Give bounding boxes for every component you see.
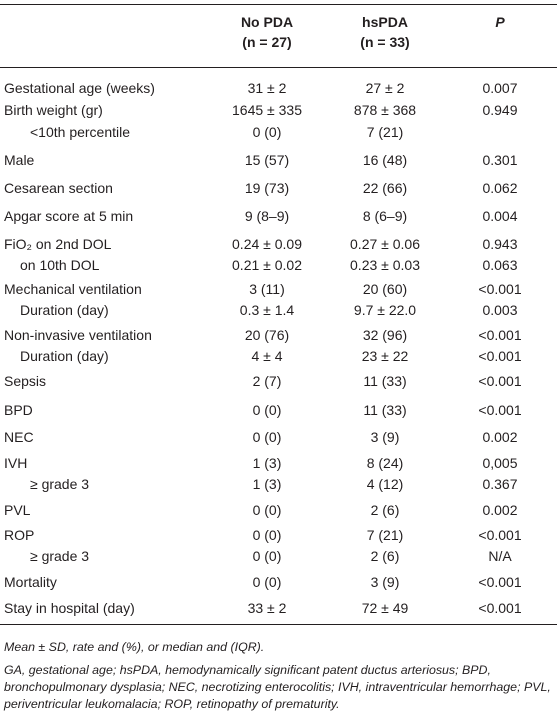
cell-value: 33 ± 2 bbox=[247, 600, 287, 616]
cell-value: 0.27 ± 0.06 bbox=[350, 236, 420, 252]
footnotes: Mean ± SD, rate and (%), or median and (… bbox=[4, 639, 552, 713]
column-header: P bbox=[495, 14, 505, 30]
cell-value: 0.367 bbox=[482, 476, 518, 492]
column-header: hsPDA bbox=[362, 14, 408, 30]
cell-value: 16 (48) bbox=[362, 152, 408, 168]
cell-value: 7 (21) bbox=[366, 124, 404, 140]
cell-value: 878 ± 368 bbox=[353, 102, 417, 118]
row-label: Gestational age (weeks) bbox=[4, 80, 155, 96]
cell-value: 0.3 ± 1.4 bbox=[239, 302, 295, 318]
row-label: Cesarean section bbox=[4, 180, 113, 196]
cell-value: 0 (0) bbox=[252, 527, 282, 543]
row-label: NEC bbox=[4, 429, 34, 445]
cell-value: 9 (8–9) bbox=[244, 208, 290, 224]
cell-value: 0 (0) bbox=[252, 548, 282, 564]
footnote: GA, gestational age; hsPDA, hemodynamica… bbox=[4, 663, 551, 711]
cell-value: 0.301 bbox=[482, 152, 518, 168]
cell-value: 3 (9) bbox=[370, 429, 400, 445]
cell-value: 15 (57) bbox=[244, 152, 290, 168]
row-label: <10th percentile bbox=[30, 124, 131, 140]
row-label: BPD bbox=[4, 402, 33, 418]
cell-value: 0.062 bbox=[482, 180, 518, 196]
cell-value: 4 ± 4 bbox=[251, 348, 283, 364]
bottom-rule bbox=[0, 624, 557, 625]
row-label: Duration (day) bbox=[20, 348, 109, 364]
cell-value: <0.001 bbox=[478, 402, 522, 418]
row-label: Male bbox=[4, 152, 35, 168]
cell-value: 32 (96) bbox=[362, 327, 408, 343]
cell-value: <0.001 bbox=[478, 527, 522, 543]
cell-value: 20 (60) bbox=[362, 281, 408, 297]
column-n: (n = 33) bbox=[360, 34, 410, 50]
cell-value: 20 (76) bbox=[244, 327, 290, 343]
row-label: ROP bbox=[4, 527, 35, 543]
row-label: Sepsis bbox=[4, 373, 47, 389]
cell-value: 0,005 bbox=[482, 455, 518, 471]
cell-value: 0.004 bbox=[482, 208, 518, 224]
cell-value: 8 (6–9) bbox=[362, 208, 408, 224]
cell-value: 0.003 bbox=[482, 302, 518, 318]
cell-value: 2 (6) bbox=[370, 502, 400, 518]
cell-value: 1645 ± 335 bbox=[232, 102, 302, 118]
cell-value: 0.21 ± 0.02 bbox=[232, 257, 302, 273]
row-label: ≥ grade 3 bbox=[30, 476, 90, 492]
cell-value: 19 (73) bbox=[244, 180, 290, 196]
cell-value: 11 (33) bbox=[363, 402, 407, 418]
cell-value: 2 (7) bbox=[252, 373, 282, 389]
column-header: No PDA bbox=[240, 14, 294, 30]
cell-value: 1 (3) bbox=[252, 455, 282, 471]
row-label: Duration (day) bbox=[20, 302, 109, 318]
cell-value: 3 (11) bbox=[249, 281, 285, 297]
row-label: Birth weight (gr) bbox=[4, 102, 103, 118]
row-label: Mechanical ventilation bbox=[4, 281, 142, 297]
cell-value: 31 ± 2 bbox=[247, 80, 287, 96]
header-rule bbox=[0, 67, 557, 68]
cell-value: 11 (33) bbox=[363, 373, 407, 389]
row-label: PVL bbox=[4, 502, 31, 518]
cell-value: 22 (66) bbox=[362, 180, 408, 196]
row-label: FiO₂ on 2nd DOL bbox=[4, 236, 112, 252]
row-label: Mortality bbox=[4, 574, 57, 590]
cell-value: 0.063 bbox=[482, 257, 518, 273]
footnote: Mean ± SD, rate and (%), or median and (… bbox=[4, 640, 265, 654]
cell-value: 8 (24) bbox=[366, 455, 404, 471]
row-label: on 10th DOL bbox=[20, 257, 100, 273]
row-label: Stay in hospital (day) bbox=[4, 600, 135, 616]
cell-value: 0 (0) bbox=[252, 574, 282, 590]
cell-value: 0 (0) bbox=[252, 402, 282, 418]
cell-value: <0.001 bbox=[478, 600, 522, 616]
cell-value: 27 ± 2 bbox=[365, 80, 405, 96]
cell-value: 4 (12) bbox=[366, 476, 404, 492]
cell-value: 0 (0) bbox=[252, 502, 282, 518]
cell-value: 0.943 bbox=[482, 236, 518, 252]
cell-value: 3 (9) bbox=[370, 574, 400, 590]
row-label: Non-invasive ventilation bbox=[4, 327, 152, 343]
cell-value: 0 (0) bbox=[252, 429, 282, 445]
column-n: (n = 27) bbox=[242, 34, 292, 50]
cell-value: 23 ± 22 bbox=[361, 348, 409, 364]
cell-value: <0.001 bbox=[478, 574, 522, 590]
cell-value: 0.24 ± 0.09 bbox=[232, 236, 302, 252]
row-label: ≥ grade 3 bbox=[30, 548, 90, 564]
cell-value: 9.7 ± 22.0 bbox=[353, 302, 417, 318]
cell-value: 0.23 ± 0.03 bbox=[350, 257, 420, 273]
cell-value: <0.001 bbox=[478, 327, 522, 343]
top-rule bbox=[0, 4, 557, 5]
cell-value: 7 (21) bbox=[366, 527, 404, 543]
cell-value: 0.007 bbox=[482, 80, 518, 96]
cell-value: 0.949 bbox=[482, 102, 518, 118]
cell-value: N/A bbox=[488, 548, 512, 564]
cell-value: 0 (0) bbox=[252, 124, 282, 140]
row-label: IVH bbox=[4, 455, 28, 471]
row-label: Apgar score at 5 min bbox=[4, 208, 134, 224]
cell-value: 0.002 bbox=[482, 502, 518, 518]
cell-value: <0.001 bbox=[478, 281, 522, 297]
cell-value: 0.002 bbox=[482, 429, 518, 445]
cell-value: <0.001 bbox=[478, 348, 522, 364]
cell-value: 72 ± 49 bbox=[361, 600, 409, 616]
cell-value: 2 (6) bbox=[370, 548, 400, 564]
cell-value: 1 (3) bbox=[252, 476, 282, 492]
cell-value: <0.001 bbox=[478, 373, 522, 389]
